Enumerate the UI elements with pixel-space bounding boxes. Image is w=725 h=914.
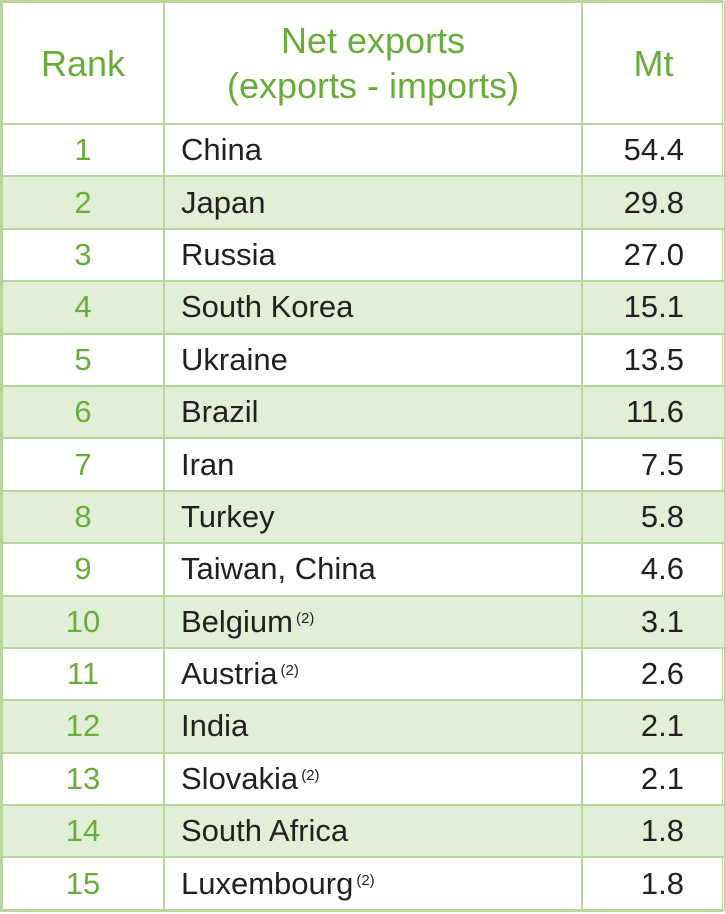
country-name: Japan bbox=[181, 184, 266, 220]
table-row: 13 Slovakia (2) 2.1 bbox=[1, 751, 725, 807]
rank-cell: 11 bbox=[1, 646, 165, 702]
footnote-marker: (2) bbox=[296, 609, 315, 627]
rank-cell: 12 bbox=[1, 699, 165, 754]
header-rank: Rank bbox=[1, 1, 165, 125]
net-exports-value: 54.4 bbox=[581, 122, 725, 178]
table-row: 5 Ukraine 13.5 bbox=[1, 332, 725, 387]
net-exports-value: 3.1 bbox=[581, 594, 725, 649]
country-name: Belgium bbox=[181, 603, 293, 639]
table-row: 11 Austria (2) 2.6 bbox=[1, 646, 725, 702]
rank-cell: 14 bbox=[1, 804, 165, 859]
country-cell: South Africa bbox=[163, 804, 583, 859]
header-net-exports-subtitle: (exports - imports) bbox=[226, 65, 520, 106]
country-cell: Luxembourg (2) bbox=[163, 856, 583, 911]
net-exports-value: 1.8 bbox=[581, 856, 725, 911]
rank-cell: 6 bbox=[1, 384, 165, 440]
country-name: Russia bbox=[181, 236, 276, 272]
country-cell: Russia bbox=[163, 227, 583, 283]
table-row: 7 Iran 7.5 bbox=[1, 437, 725, 492]
table-row: 4 South Korea 15.1 bbox=[1, 280, 725, 335]
country-cell: Austria (2) bbox=[163, 646, 583, 702]
table-row: 10 Belgium (2) 3.1 bbox=[1, 594, 725, 649]
net-exports-value: 13.5 bbox=[581, 332, 725, 387]
country-cell: Belgium (2) bbox=[163, 594, 583, 649]
net-exports-value: 27.0 bbox=[581, 227, 725, 283]
country-cell: Iran bbox=[163, 437, 583, 492]
country-cell: South Korea bbox=[163, 280, 583, 335]
country-name: Brazil bbox=[181, 394, 259, 430]
table-row: 1 China 54.4 bbox=[1, 122, 725, 178]
table-body: 1 China 54.4 2 Japan 29.8 3 Russia 27.0 4 South Ko… bbox=[1, 122, 725, 911]
country-cell: China bbox=[163, 122, 583, 178]
rank-cell: 8 bbox=[1, 489, 165, 545]
footnote-marker: (2) bbox=[356, 871, 375, 889]
country-cell: Turkey bbox=[163, 489, 583, 545]
country-name: South Korea bbox=[181, 289, 354, 325]
net-exports-value: 29.8 bbox=[581, 175, 725, 230]
net-exports-value: 5.8 bbox=[581, 489, 725, 545]
country-cell: Slovakia (2) bbox=[163, 751, 583, 807]
table-row: 12 India 2.1 bbox=[1, 699, 725, 754]
country-name: Luxembourg bbox=[181, 865, 354, 901]
net-exports-value: 2.1 bbox=[581, 699, 725, 754]
table-row: 2 Japan 29.8 bbox=[1, 175, 725, 230]
header-unit: Mt bbox=[581, 1, 725, 125]
header-net-exports-title: Net exports bbox=[280, 20, 466, 61]
country-cell: Brazil bbox=[163, 384, 583, 440]
rank-cell: 13 bbox=[1, 751, 165, 807]
rank-cell: 1 bbox=[1, 122, 165, 178]
country-cell: India bbox=[163, 699, 583, 754]
table-row: 9 Taiwan, China 4.6 bbox=[1, 542, 725, 597]
country-name: Austria bbox=[181, 656, 278, 692]
country-name: China bbox=[181, 132, 262, 168]
table-row: 8 Turkey 5.8 bbox=[1, 489, 725, 545]
country-cell: Ukraine bbox=[163, 332, 583, 387]
country-name: South Africa bbox=[181, 813, 349, 849]
net-exports-value: 2.1 bbox=[581, 751, 725, 807]
net-exports-value: 7.5 bbox=[581, 437, 725, 492]
table-row: 15 Luxembourg (2) 1.8 bbox=[1, 856, 725, 911]
footnote-marker: (2) bbox=[301, 766, 320, 784]
country-name: India bbox=[181, 708, 249, 744]
country-name: Slovakia bbox=[181, 760, 299, 796]
table-row: 3 Russia 27.0 bbox=[1, 227, 725, 283]
rank-cell: 7 bbox=[1, 437, 165, 492]
rank-cell: 2 bbox=[1, 175, 165, 230]
country-cell: Japan bbox=[163, 175, 583, 230]
country-name: Turkey bbox=[181, 498, 275, 534]
header-row: Rank Net exports (exports - imports) Mt bbox=[1, 1, 725, 125]
net-exports-value: 1.8 bbox=[581, 804, 725, 859]
rank-cell: 10 bbox=[1, 594, 165, 649]
net-exports-value: 4.6 bbox=[581, 542, 725, 597]
rank-cell: 5 bbox=[1, 332, 165, 387]
rank-cell: 15 bbox=[1, 856, 165, 911]
net-exports-value: 2.6 bbox=[581, 646, 725, 702]
footnote-marker: (2) bbox=[280, 662, 299, 680]
rank-cell: 9 bbox=[1, 542, 165, 597]
country-name: Ukraine bbox=[181, 341, 288, 377]
country-name: Iran bbox=[181, 446, 235, 482]
table-row: 6 Brazil 11.6 bbox=[1, 384, 725, 440]
rank-cell: 4 bbox=[1, 280, 165, 335]
net-exports-value: 15.1 bbox=[581, 280, 725, 335]
country-name: Taiwan, China bbox=[181, 551, 376, 587]
table-header: Rank Net exports (exports - imports) Mt bbox=[1, 1, 725, 125]
country-cell: Taiwan, China bbox=[163, 542, 583, 597]
rank-cell: 3 bbox=[1, 227, 165, 283]
net-exports-value: 11.6 bbox=[581, 384, 725, 440]
header-net-exports: Net exports (exports - imports) bbox=[163, 1, 583, 125]
table-row: 14 South Africa 1.8 bbox=[1, 804, 725, 859]
